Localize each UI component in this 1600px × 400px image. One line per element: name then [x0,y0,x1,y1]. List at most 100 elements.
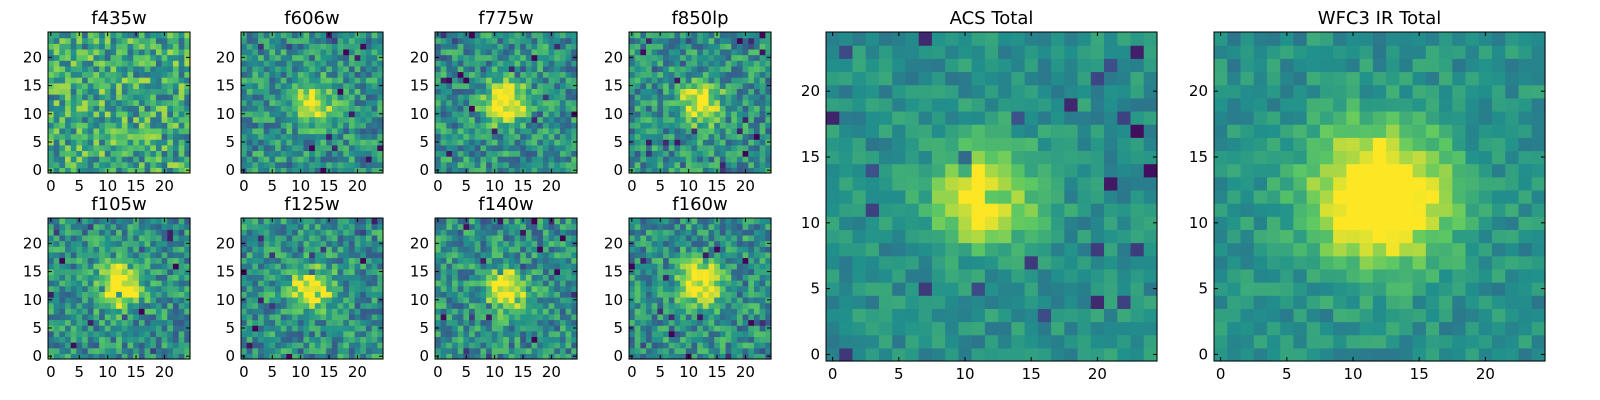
heatmap-cell [371,105,378,112]
heatmap-cell [309,336,316,343]
heatmap-cell [571,94,578,101]
heatmap-cell [161,127,168,135]
heatmap-cell [337,32,344,39]
heatmap-cell [1425,295,1440,309]
heatmap-cell [110,229,117,236]
heatmap-cell [70,218,77,225]
heatmap-cell [674,116,681,123]
heatmap-cell [138,144,146,152]
heatmap-cell [1253,189,1268,204]
heatmap-cell [748,116,755,123]
heatmap-cell [252,88,259,95]
heatmap-cell [104,133,112,140]
x-tick-label: 0 [239,177,249,195]
heatmap-cell [931,176,946,191]
heatmap-cell [337,99,344,106]
heatmap-cell [87,313,95,321]
heatmap-cell [480,144,487,152]
heatmap-cell [1240,203,1255,217]
heatmap-cell [87,156,95,163]
heatmap-cell [852,97,867,112]
heatmap-cell [172,319,180,326]
heatmap-cell [377,133,384,140]
heatmap-cell [65,353,72,360]
heatmap-cell [525,82,533,89]
heatmap-cell [1011,295,1026,309]
heatmap-cell [133,77,140,84]
heatmap-cell [320,99,327,106]
heatmap-cell [155,342,163,349]
heatmap-cell [314,99,322,106]
heatmap-cell [1359,321,1374,336]
heatmap-cell [167,223,174,230]
heatmap-cell [463,139,470,146]
heatmap-cell [1024,97,1039,112]
heatmap-cell [742,65,749,73]
heatmap-cell [1293,229,1308,244]
heatmap-cell [905,176,920,191]
heatmap-cell [65,257,72,264]
heatmap-cell [1077,58,1092,73]
heatmap-cell [263,336,270,343]
heatmap-cell [53,94,60,101]
heatmap-cell [503,150,510,157]
heatmap-cell [931,58,946,73]
heatmap-cell [697,32,704,39]
heatmap-cell [53,268,60,275]
heatmap-cell [931,32,946,46]
heatmap-cell [508,116,516,123]
heatmap-cell [326,336,333,343]
heatmap-cell [702,161,710,168]
heatmap-cell [241,144,248,152]
heatmap-cell [1064,347,1079,362]
heatmap-cell [486,60,493,67]
heatmap-cell [554,167,561,174]
heatmap-cell [474,88,482,95]
heatmap-cell [371,48,378,56]
heatmap-cell [184,336,191,343]
heatmap-cell [1452,203,1467,217]
heatmap-cell [878,255,893,270]
heatmap-cell [1011,255,1026,270]
heatmap-cell [87,342,95,349]
heatmap-cell [127,122,134,129]
heatmap-cell [144,218,151,225]
heatmap-cell [127,302,134,309]
heatmap-cell [286,313,293,321]
heatmap-cell [457,82,464,89]
heatmap-cell [559,65,567,73]
heatmap-cell [116,285,123,292]
heatmap-cell [1077,124,1092,138]
heatmap-cell [286,161,293,168]
heatmap-cell [892,45,907,59]
heatmap-cell [878,321,893,336]
heatmap-cell [121,94,129,101]
heatmap-cell [1037,97,1052,112]
heatmap-cell [241,77,248,84]
heatmap-cell [748,161,755,168]
heatmap-cell [685,37,693,44]
heatmap-cell [263,342,270,349]
heatmap-cell [714,37,721,44]
heatmap-cell [892,321,907,336]
heatmap-cell [525,122,533,129]
heatmap-cell [263,110,270,118]
heatmap-cell [674,37,681,44]
heatmap-cell [525,43,533,50]
heatmap-cell [280,285,288,292]
heatmap-cell [320,319,327,326]
heatmap-cell [646,65,653,73]
heatmap-cell [998,176,1012,191]
heatmap-cell [59,223,66,230]
heatmap-cell [292,291,299,298]
heatmap-cell [640,144,647,152]
heatmap-cell [646,32,653,39]
heatmap-cell [554,94,561,101]
heatmap-cell [657,94,664,101]
heatmap-cell [1412,45,1427,59]
heatmap-cell [172,161,180,168]
heatmap-cell [571,32,578,39]
heatmap-cell [93,229,100,236]
heatmap-cell [167,218,174,225]
heatmap-cell [320,88,327,95]
